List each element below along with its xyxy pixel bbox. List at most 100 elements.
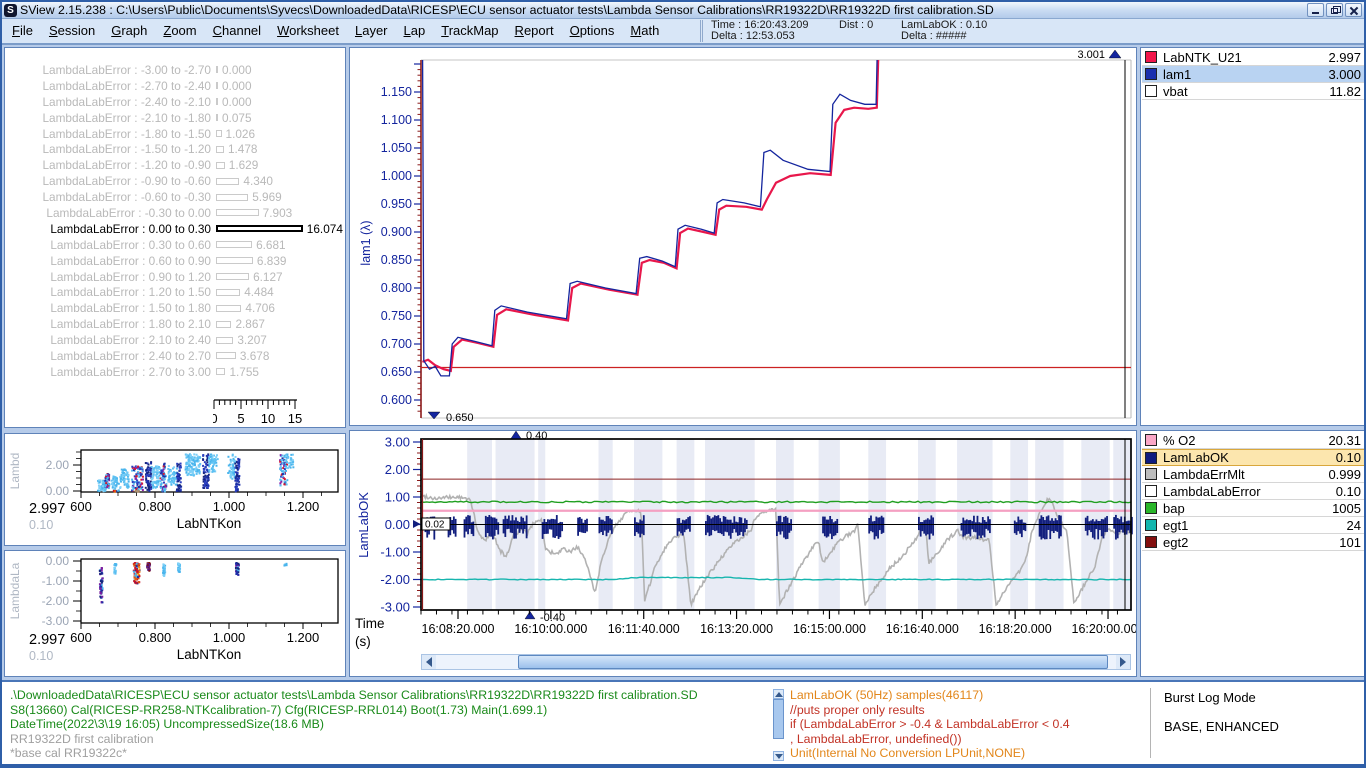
lower-chart-plot[interactable]: -3.00 -2.00 -1.00 0.00 1.00 2.00 3.00 0.40 -0.40… <box>350 431 1136 653</box>
histogram-row[interactable]: LambdaLabError : -2.70 to -2.40 0.000 <box>13 78 343 94</box>
histogram-row-value: 0.000 <box>222 94 252 109</box>
histogram-row[interactable]: LambdaLabError : -1.80 to -1.50 1.026 <box>13 126 343 142</box>
histogram-row-label: LambdaLabError : -1.50 to -1.20 <box>42 142 211 157</box>
svg-text:0.750: 0.750 <box>381 309 412 323</box>
legend-bottom-row-egt2[interactable]: egt2 101 <box>1142 534 1364 551</box>
minimize-button[interactable] <box>1307 3 1324 17</box>
legend-bottom-row-bap[interactable]: bap 1005 <box>1142 500 1364 517</box>
histogram-bar <box>216 320 232 328</box>
time-scroll-thumb[interactable] <box>518 655 1108 669</box>
log-mode-text: Burst Log Mode BASE, ENHANCED <box>1164 690 1279 748</box>
histogram-row-label: LambdaLabError : 2.70 to 3.00 <box>50 364 211 379</box>
legend-top-row-lam1[interactable]: lam1 3.000 <box>1142 66 1364 83</box>
scroll-up-button[interactable] <box>773 689 784 699</box>
legend-bottom-row-lamlabok[interactable]: LamLabOK 0.10 <box>1142 449 1364 466</box>
left-arrow-icon <box>426 657 432 667</box>
channel-value: 0.999 <box>1328 466 1361 482</box>
channel-math-line: LamLabOK (50Hz) samples(46117) <box>790 688 984 702</box>
menu-worksheet[interactable]: Worksheet <box>277 23 339 38</box>
legend-top-row-vbat[interactable]: vbat 11.82 <box>1142 83 1364 100</box>
histogram-row[interactable]: LambdaLabError : 1.20 to 1.50 4.484 <box>13 284 343 300</box>
svg-text:0.10: 0.10 <box>29 649 53 663</box>
close-button[interactable] <box>1345 3 1362 17</box>
histogram-axis: 0 5 10 15 <box>213 399 302 426</box>
svg-text:5: 5 <box>237 411 244 426</box>
scatter-lambdalaberror-vs-labntkon-panel[interactable]: 0.00 -1.00 -2.00 -3.00 600 0.800 1.000 1.200 Lab… <box>4 550 346 677</box>
scatter-lambda-vs-labntkon-panel[interactable]: 2.00 0.00 600 0.800 1.000 1.200 LabNTKon Lambd 2… <box>4 433 346 546</box>
histogram-row-label: LambdaLabError : 2.40 to 2.70 <box>50 348 211 363</box>
histogram-row[interactable]: LambdaLabError : -0.30 to 0.00 7.903 <box>13 205 343 221</box>
file-info-line: *base cal RR19322c* <box>10 746 127 761</box>
menu-trackmap[interactable]: TrackMap <box>441 23 499 38</box>
main-chart-panel[interactable]: 0.600 0.650 0.700 0.750 0.800 0.850 0.900 0.950… <box>349 47 1137 426</box>
legend-top-row-labntk-u21[interactable]: LabNTK_U21 2.997 <box>1142 49 1364 66</box>
lower-chart-panel[interactable]: -3.00 -2.00 -1.00 0.00 1.00 2.00 3.00 0.40 -0.40… <box>349 430 1137 677</box>
menu-session[interactable]: Session <box>48 23 96 38</box>
scroll-thumb[interactable] <box>773 699 784 739</box>
scroll-right-button[interactable] <box>1116 655 1130 669</box>
svg-text:600: 600 <box>70 499 92 514</box>
status-delta-chan: Delta : ##### <box>901 30 967 42</box>
histogram-row[interactable]: LambdaLabError : 2.10 to 2.40 3.207 <box>13 332 343 348</box>
histogram-bar <box>216 368 226 376</box>
histogram-row-value: 1.026 <box>225 126 256 141</box>
histogram-row[interactable]: LambdaLabError : 1.80 to 2.10 2.867 <box>13 316 343 332</box>
menu-graph[interactable]: Graph <box>111 23 148 38</box>
svg-text:3.001: 3.001 <box>1077 49 1105 61</box>
histogram-bar <box>216 193 249 201</box>
svg-text:2.00: 2.00 <box>46 458 70 472</box>
histogram-row[interactable]: LambdaLabError : 0.30 to 0.60 6.681 <box>13 237 343 253</box>
restore-button[interactable] <box>1326 3 1343 17</box>
menu-options[interactable]: Options <box>569 23 615 38</box>
histogram-row-label: LambdaLabError : -1.20 to -0.90 <box>42 158 211 173</box>
time-scrollbar[interactable] <box>421 654 1131 670</box>
status-dist: Dist : 0 <box>839 19 874 31</box>
legend-bottom-row--o2[interactable]: % O2 20.31 <box>1142 432 1364 449</box>
histogram-panel[interactable]: LambdaLabError : -3.00 to -2.70 0.000 Lamb… <box>4 47 346 428</box>
code-scrollbar <box>773 689 784 763</box>
main-chart-plot[interactable]: 0.600 0.650 0.700 0.750 0.800 0.850 0.900 0.950… <box>350 48 1136 425</box>
histogram-row-value: 6.127 <box>253 269 283 284</box>
status-bar: .\DownloadedData\RICESP\ECU sensor actua… <box>2 680 1364 764</box>
histogram-row-label: LambdaLabError : -1.80 to -1.50 <box>42 126 211 141</box>
menu-file[interactable]: File <box>12 23 33 38</box>
histogram-bar <box>216 257 253 265</box>
legend-bottom-row-egt1[interactable]: egt1 24 <box>1142 517 1364 534</box>
menu-channel[interactable]: Channel <box>212 23 262 38</box>
histogram-row[interactable]: LambdaLabError : -3.00 to -2.70 0.000 <box>13 62 343 78</box>
channel-math-line: , LambdaLabError, undefined()) <box>790 731 962 746</box>
histogram-row[interactable]: LambdaLabError : 0.00 to 0.30 16.074 <box>13 221 343 237</box>
legend-bottom-row-lambdaerrmlt[interactable]: LambdaErrMlt 0.999 <box>1142 466 1364 483</box>
menu-zoom[interactable]: Zoom <box>163 23 197 38</box>
histogram-row[interactable]: LambdaLabError : -1.50 to -1.20 1.478 <box>13 141 343 157</box>
svg-text:16:08:20.000: 16:08:20.000 <box>422 622 495 636</box>
histogram-row[interactable]: LambdaLabError : -2.10 to -1.80 0.075 <box>13 110 343 126</box>
histogram-row[interactable]: LambdaLabError : 2.40 to 2.70 3.678 <box>13 348 343 364</box>
histogram-row[interactable]: LambdaLabError : -0.60 to -0.30 5.969 <box>13 189 343 205</box>
menu-report[interactable]: Report <box>514 23 554 38</box>
histogram-row[interactable]: LambdaLabError : -1.20 to -0.90 1.629 <box>13 157 343 173</box>
svg-text:0.02: 0.02 <box>425 520 445 531</box>
svg-text:LabNTKon: LabNTKon <box>177 516 242 531</box>
histogram-row[interactable]: LambdaLabError : 2.70 to 3.00 1.755 <box>13 364 343 380</box>
histogram-row[interactable]: LambdaLabError : 1.50 to 1.80 4.706 <box>13 300 343 316</box>
histogram-row[interactable]: LambdaLabError : -2.40 to -2.10 0.000 <box>13 94 343 110</box>
scroll-left-button[interactable] <box>422 655 436 669</box>
menu-lap[interactable]: Lap <box>403 23 426 38</box>
svg-text:0.800: 0.800 <box>139 630 172 645</box>
scroll-down-button[interactable] <box>773 751 784 761</box>
menu-layer[interactable]: Layer <box>354 23 388 38</box>
channel-color-swatch <box>1145 51 1157 63</box>
svg-text:LamLabOK: LamLabOK <box>356 492 371 558</box>
legend-bottom-row-lambdalaberror[interactable]: LambdaLabError 0.10 <box>1142 483 1364 500</box>
menu-math[interactable]: Math <box>630 23 660 38</box>
histogram-row-value: 1.629 <box>228 158 259 173</box>
histogram-row-value: 6.681 <box>256 237 286 252</box>
histogram-row[interactable]: LambdaLabError : 0.90 to 1.20 6.127 <box>13 269 343 285</box>
histogram-row[interactable]: LambdaLabError : -0.90 to -0.60 4.340 <box>13 173 343 189</box>
restore-icon <box>1331 6 1341 14</box>
histogram-row[interactable]: LambdaLabError : 0.60 to 0.90 6.839 <box>13 253 343 269</box>
